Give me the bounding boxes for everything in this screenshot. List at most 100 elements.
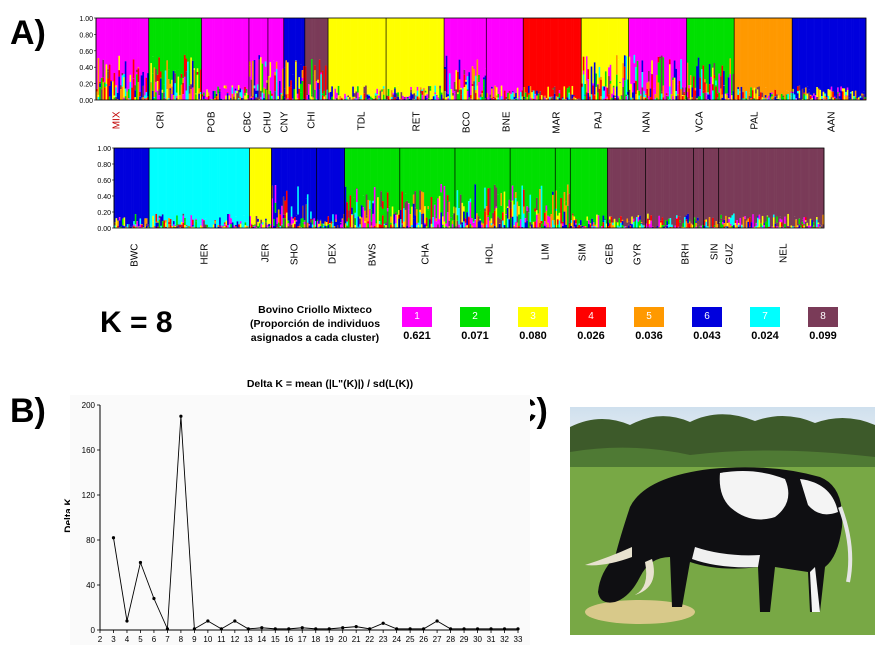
admixture-bar [279,148,282,215]
admixture-bar [255,148,258,217]
admixture-bar [739,217,742,226]
admixture-bar [527,207,530,213]
admixture-bar [255,93,258,98]
admixture-bar [652,18,655,89]
admixture-bar [558,220,561,228]
admixture-bar [233,225,236,226]
y-tick-label: 0.20 [97,210,111,217]
admixture-bar [788,148,791,228]
admixture-bar [121,18,124,73]
admixture-bar [742,216,745,227]
admixture-bar [277,96,280,99]
admixture-bar [675,148,678,216]
admixture-bar [600,148,603,227]
admixture-bar [236,148,239,222]
admixture-bar [280,94,283,100]
admixture-bar [269,224,272,226]
admixture-bar [547,215,550,223]
admixture-bar [349,226,352,228]
admixture-bar [378,18,380,96]
admixture-bar [803,92,806,94]
admixture-bar [663,226,666,228]
admixture-bar [317,82,320,100]
admixture-bar [256,18,259,85]
admixture-bar [260,90,262,97]
admixture-bar [131,87,134,100]
admixture-bar [787,98,790,100]
admixture-bar [531,18,534,91]
admixture-bar [420,224,423,228]
admixture-bar [788,95,791,100]
admixture-bar [392,18,395,93]
admixture-bar [463,18,466,70]
admixture-bar [121,75,124,87]
admixture-bar [824,93,827,96]
admixture-bar [398,214,401,219]
admixture-bar [820,225,823,227]
admixture-bar [252,97,254,100]
admixture-bar [753,18,756,88]
admixture-bar [117,220,120,226]
admixture-bar [776,226,779,228]
admixture-bar [252,18,254,61]
admixture-bar [528,18,530,86]
admixture-bar [239,221,242,224]
admixture-bar [114,148,116,221]
admixture-bar [729,18,732,59]
admixture-bar [163,148,166,221]
admixture-bar [487,216,490,228]
admixture-bar [557,97,559,99]
y-tick-label: 1.00 [79,16,93,23]
admixture-bar [421,91,424,95]
admixture-bar [386,95,388,100]
admixture-bar [534,93,537,95]
admixture-bar [478,81,481,98]
admixture-bar [108,85,111,97]
admixture-bar [407,148,410,204]
admixture-bar [677,216,680,227]
admixture-bar [171,79,174,87]
admixture-bar [534,221,537,228]
admixture-bar [647,148,650,214]
admixture-bar [499,18,502,91]
admixture-bar [429,148,431,220]
admixture-bar [822,98,825,100]
admixture-bar [437,224,440,228]
admixture-bar [547,98,550,100]
x-tick-label: 18 [311,635,320,644]
admixture-bar [479,220,482,228]
admixture-bar [455,70,458,86]
admixture-bar [552,18,555,89]
admixture-bar [312,97,315,100]
admixture-bar [769,98,772,100]
admixture-bar [602,222,605,228]
admixture-bar [470,98,472,99]
admixture-bar [295,18,298,60]
admixture-bar [167,18,170,70]
admixture-bar [184,225,187,228]
admixture-bar [808,148,810,226]
admixture-bar [665,18,668,94]
admixture-bar [233,96,236,100]
admixture-bar [242,18,245,96]
admixture-bar [761,225,764,228]
admixture-bar [377,148,380,198]
admixture-bar [311,94,313,97]
admixture-bar [479,218,482,221]
admixture-bar [258,18,261,56]
admixture-bar [448,148,451,202]
admixture-bar [147,18,150,74]
admixture-bar [589,223,592,224]
admixture-bar [626,222,629,228]
admixture-bar [127,18,130,89]
admixture-bar [398,210,401,215]
admixture-bar [263,97,266,100]
admixture-bar [337,95,340,100]
admixture-bar [646,98,649,100]
admixture-bar [324,65,327,96]
admixture-bar [623,148,626,227]
admixture-bar [652,88,655,100]
population-label-chi: CHI [306,111,318,129]
admixture-bar [609,18,612,65]
admixture-bar [524,148,527,219]
